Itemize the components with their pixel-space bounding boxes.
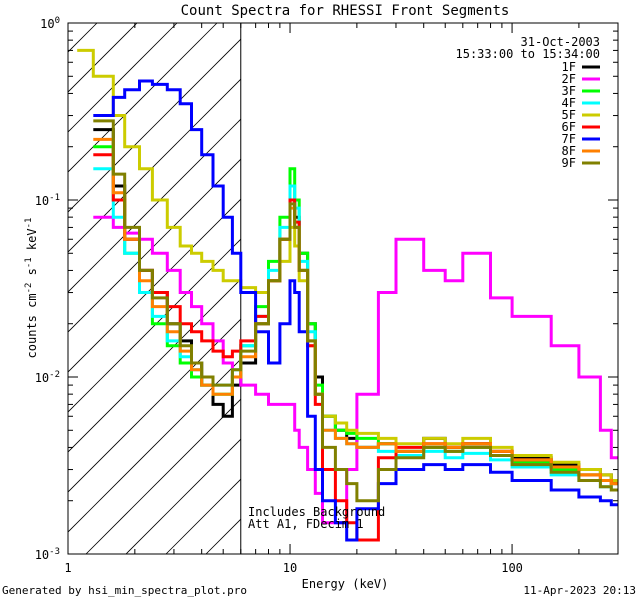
legend-label-7F: 7F [562, 132, 576, 146]
y-tick-label: 10-2 [35, 370, 60, 385]
x-tick-label: 10 [283, 561, 297, 575]
y-tick-label: 10-1 [35, 193, 60, 208]
series-line-7F [93, 79, 618, 542]
legend-label-2F: 2F [562, 72, 576, 86]
footer-timestamp: 11-Apr-2023 20:13 [523, 584, 636, 597]
ylabel-part-2: s [25, 268, 39, 282]
x-tick-label: 100 [501, 561, 523, 575]
legend-label-9F: 9F [562, 156, 576, 170]
series-line-2F [93, 215, 618, 525]
x-tick-label: 1 [64, 561, 71, 575]
y-axis-label: counts cm-2 s-1 keV-1 [24, 218, 39, 359]
ylabel-part-1: counts cm [25, 293, 39, 358]
series-line-9F [93, 119, 618, 503]
legend-label-4F: 4F [562, 96, 576, 110]
series-lines [77, 48, 618, 542]
annotation-attenuator: Att A1, FDecim 1 [248, 517, 364, 531]
ylabel-part-3: keV [25, 228, 39, 257]
legend-label-1F: 1F [562, 60, 576, 74]
x-axis-label: Energy (keV) [302, 577, 389, 591]
date-label: 31-Oct-2003 [521, 35, 600, 49]
y-tick-label: 100 [40, 16, 60, 31]
plot-frame [67, 22, 619, 555]
chart-title: Count Spectra for RHESSI Front Segments [181, 3, 510, 19]
ylabel-exp-3: -1 [24, 218, 34, 229]
x-tick-labels: 1 10 100 [64, 561, 523, 575]
footer-generated-by: Generated by hsi_min_spectra_plot.pro [2, 584, 247, 597]
legend-label-6F: 6F [562, 120, 576, 134]
axis-ticks [67, 23, 619, 555]
legend-label-5F: 5F [562, 108, 576, 122]
time-range-label: 15:33:00 to 15:34:00 [456, 47, 601, 61]
ylabel-exp-2: -1 [24, 257, 34, 268]
ylabel-exp-1: -2 [24, 283, 34, 294]
y-tick-label: 10-3 [35, 547, 60, 562]
y-tick-labels: 100 10-1 10-2 10-3 [35, 16, 60, 562]
legend-label-8F: 8F [562, 144, 576, 158]
legend-label-3F: 3F [562, 84, 576, 98]
annotation-background: Includes Background [248, 505, 385, 519]
